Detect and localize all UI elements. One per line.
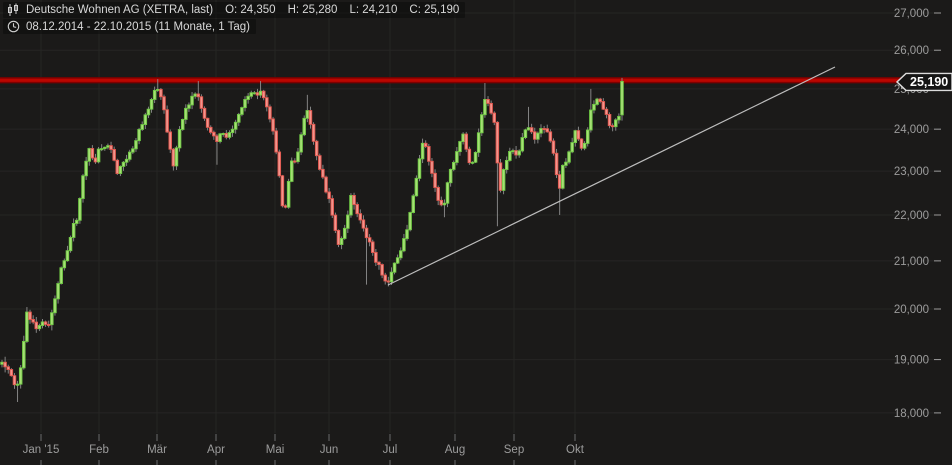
last-price-tag: 25,190 xyxy=(895,72,952,92)
svg-text:Aug: Aug xyxy=(445,444,465,456)
svg-text:27,000: 27,000 xyxy=(894,8,929,20)
open-value: O: 24,350 xyxy=(225,4,276,16)
clock-icon xyxy=(7,20,20,33)
svg-text:Jan '15: Jan '15 xyxy=(23,444,60,456)
instrument-header: Deutsche Wohnen AG (XETRA, last) O: 24,3… xyxy=(3,2,466,18)
date-range: 08.12.2014 - 22.10.2015 (11 Monate, 1 Ta… xyxy=(26,20,250,33)
svg-text:21,000: 21,000 xyxy=(894,256,929,268)
svg-text:Jun: Jun xyxy=(320,444,339,456)
candlestick-icon xyxy=(8,3,18,16)
svg-text:19,000: 19,000 xyxy=(894,355,929,367)
x-axis-labels: Jan '15 Feb Mär Apr Mai Jun Jul Aug Sep Okt xyxy=(23,434,585,465)
svg-text:Apr: Apr xyxy=(207,444,225,456)
svg-text:20,000: 20,000 xyxy=(894,304,929,316)
svg-text:25,190: 25,190 xyxy=(910,75,948,89)
trendline[interactable] xyxy=(387,66,836,286)
svg-text:26,000: 26,000 xyxy=(894,45,929,57)
svg-text:24,000: 24,000 xyxy=(894,124,929,136)
svg-text:Mai: Mai xyxy=(266,444,285,456)
svg-text:Feb: Feb xyxy=(89,444,109,456)
grid-layer xyxy=(0,0,941,433)
low-value: L: 24,210 xyxy=(349,4,398,16)
y-axis-labels: 27,00026,00025,00024,00023,00022,00021,0… xyxy=(894,8,941,420)
close-value: C: 25,190 xyxy=(409,4,460,16)
svg-text:Sep: Sep xyxy=(504,444,524,456)
svg-text:Jul: Jul xyxy=(383,444,398,456)
date-range-row: 08.12.2014 - 22.10.2015 (11 Monate, 1 Ta… xyxy=(3,19,256,34)
svg-text:18,000: 18,000 xyxy=(894,408,929,420)
svg-text:Mär: Mär xyxy=(147,444,167,456)
instrument-title: Deutsche Wohnen AG (XETRA, last) xyxy=(26,4,214,16)
resistance-line[interactable] xyxy=(0,77,903,84)
high-value: H: 25,280 xyxy=(287,4,338,16)
svg-text:Okt: Okt xyxy=(566,444,585,456)
candlestick-series[interactable] xyxy=(0,77,624,403)
svg-text:22,000: 22,000 xyxy=(894,210,929,222)
svg-text:23,000: 23,000 xyxy=(894,166,929,178)
